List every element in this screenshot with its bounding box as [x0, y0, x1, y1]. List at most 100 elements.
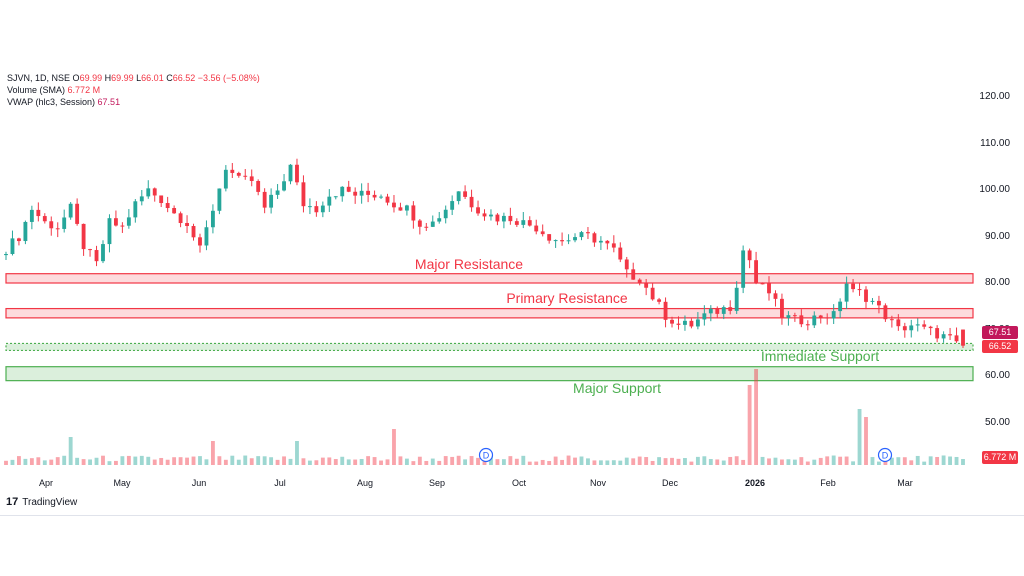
- candle-body: [204, 227, 209, 246]
- legend-ohlc: SJVN, 1D, NSE O69.99 H69.99 L66.01 C66.5…: [7, 72, 260, 84]
- volume-bar: [573, 457, 577, 465]
- candle-body: [754, 260, 759, 284]
- candle-body: [320, 205, 325, 213]
- candle-body: [715, 308, 720, 314]
- candle-body: [23, 221, 28, 242]
- volume-bar: [624, 457, 629, 465]
- candle-body: [521, 220, 526, 225]
- volume-bar: [767, 458, 771, 465]
- candle-body: [243, 175, 248, 177]
- volume-bar: [75, 457, 80, 465]
- volume-bar: [411, 461, 416, 465]
- candle-body: [741, 250, 746, 288]
- candle-body: [831, 311, 836, 319]
- volume-bar: [172, 457, 177, 465]
- volume-bar: [676, 458, 681, 465]
- y-tick-label: 80.00: [984, 277, 1010, 288]
- volume-bar: [728, 456, 733, 465]
- candle-body: [838, 301, 843, 312]
- volume-bar: [430, 458, 435, 465]
- candle-body: [799, 315, 804, 325]
- volume-bar: [650, 460, 655, 465]
- candle-body: [527, 220, 532, 226]
- dividend-marker-label: D: [882, 451, 889, 461]
- volume-bar: [256, 456, 261, 465]
- candle-body: [411, 205, 416, 221]
- candle-body: [877, 300, 881, 306]
- volume-bar: [754, 369, 759, 465]
- volume-bar: [94, 457, 99, 465]
- volume-bar: [210, 441, 215, 465]
- candle-body: [683, 320, 687, 325]
- candle-body: [417, 220, 422, 227]
- volume-bars: [4, 369, 965, 465]
- volume-bar: [437, 460, 442, 465]
- volume-bar: [954, 456, 959, 465]
- volume-price-tag: 6.772 M: [982, 451, 1018, 464]
- vwap-price-tag: 67.51: [982, 326, 1018, 339]
- volume-bar: [191, 456, 196, 465]
- candle-body: [773, 293, 778, 299]
- volume-bar: [249, 458, 254, 465]
- legend-close-label: C: [166, 73, 173, 83]
- volume-bar: [825, 456, 830, 465]
- volume-bar: [23, 458, 28, 465]
- candle-body: [573, 237, 577, 241]
- volume-bar: [223, 459, 228, 465]
- candle-body: [327, 196, 332, 206]
- volume-bar: [81, 459, 86, 465]
- volume-bar: [113, 460, 118, 465]
- x-tick-label: Jun: [191, 478, 207, 488]
- volume-bar: [521, 455, 526, 465]
- candle-body: [941, 334, 946, 339]
- candle-body: [10, 238, 15, 255]
- volume-bar: [689, 461, 694, 465]
- volume-bar: [495, 459, 500, 465]
- y-tick-label: 60.00: [984, 370, 1010, 381]
- volume-bar: [928, 456, 933, 465]
- volume-bar: [799, 457, 804, 465]
- candle-body: [805, 324, 810, 326]
- legend-high: 69.99: [111, 73, 134, 83]
- candle-body: [844, 283, 849, 302]
- volume-bar: [275, 459, 280, 465]
- volume-bar: [851, 461, 856, 465]
- level-zones: [5, 273, 974, 382]
- x-tick-label: Aug: [356, 478, 374, 488]
- candle-body: [346, 186, 351, 192]
- volume-bar: [611, 460, 616, 465]
- candle-body: [295, 164, 299, 183]
- candle-body: [198, 237, 202, 246]
- legend-open: 69.99: [79, 73, 103, 83]
- candle-body: [210, 210, 215, 228]
- candle-body: [586, 232, 590, 234]
- candle-body: [36, 209, 41, 217]
- legend-open-label: O: [72, 73, 80, 83]
- volume-bar: [230, 455, 235, 465]
- volume-bar: [877, 461, 881, 465]
- volume-bar: [17, 456, 21, 465]
- volume-bar: [961, 459, 965, 465]
- tradingview-brand[interactable]: 17 TradingView: [6, 496, 77, 508]
- candle-body: [430, 221, 435, 227]
- candle-body: [165, 203, 170, 209]
- candle-body: [818, 315, 823, 318]
- volume-bar: [288, 458, 293, 465]
- candle-body: [644, 282, 649, 288]
- candle-body: [560, 240, 565, 242]
- volume-bar: [469, 456, 474, 465]
- candle-body: [851, 283, 856, 290]
- volume-bar: [922, 461, 927, 465]
- footer-divider: [0, 515, 1024, 516]
- volume-bar: [482, 459, 487, 465]
- candle-body: [896, 319, 901, 327]
- candle-body: [443, 209, 448, 219]
- candle-body: [708, 308, 713, 314]
- volume-bar: [295, 441, 299, 465]
- volume-bar: [392, 429, 396, 465]
- candle-body: [217, 188, 222, 211]
- candle-body: [624, 259, 629, 270]
- volume-bar: [683, 458, 687, 465]
